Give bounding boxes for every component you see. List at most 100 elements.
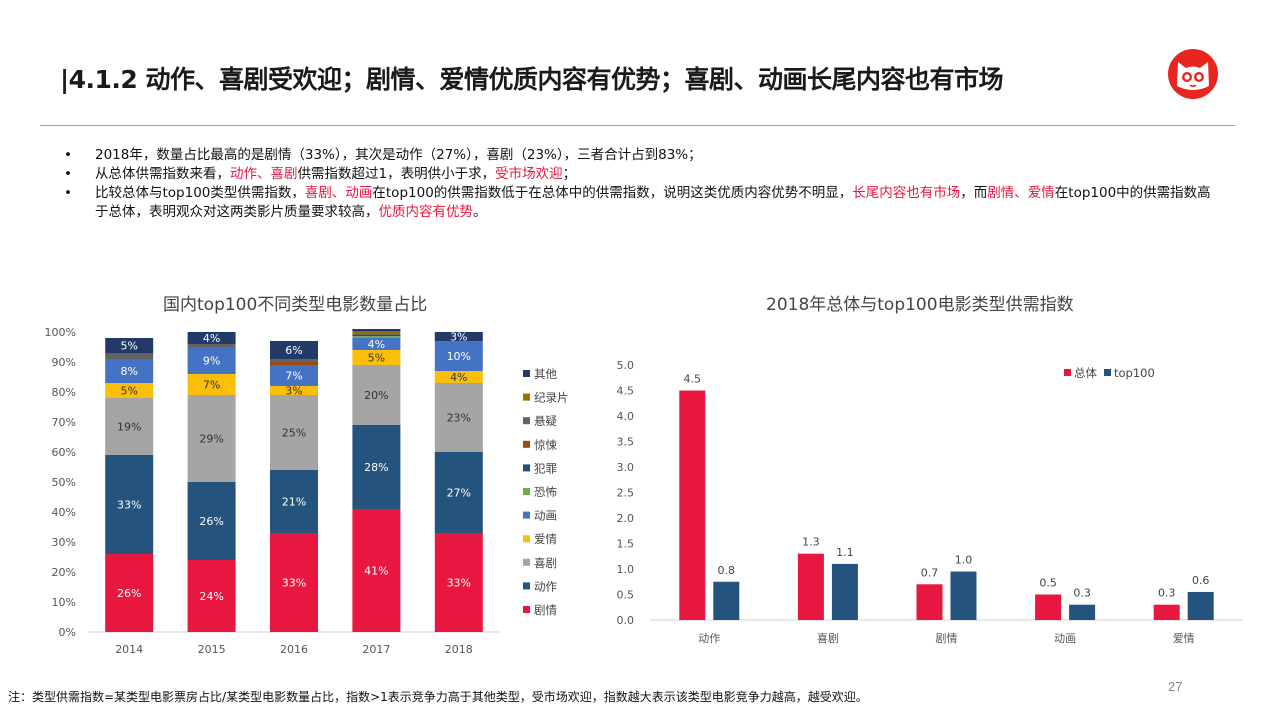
x-tick-label: 2016	[280, 643, 308, 656]
y-tick-label: 100%	[45, 326, 76, 339]
data-label: 23%	[447, 412, 471, 425]
data-label: 19%	[117, 421, 141, 434]
bar-segment	[434, 383, 483, 452]
data-label: 4%	[450, 371, 467, 384]
legend-swatch	[1064, 369, 1071, 376]
data-label: 29%	[199, 433, 223, 446]
y-tick-label: 50%	[52, 476, 76, 489]
data-label: 1.3	[802, 536, 820, 549]
legend-swatch	[523, 582, 530, 590]
legend-swatch	[523, 558, 530, 566]
bar-segment	[352, 425, 401, 509]
chart-title-right: 2018年总体与top100电影类型供需指数	[766, 295, 1074, 315]
bar-segment	[187, 332, 236, 344]
legend-label: 喜剧	[534, 556, 557, 570]
data-label: 0.3	[1158, 587, 1176, 600]
data-label: 9%	[203, 355, 220, 368]
bullet-item: 2018年，数量占比最高的是剧情（33%），其次是动作（27%），喜剧（23%）…	[64, 146, 1214, 165]
bar-segment	[434, 371, 483, 383]
legend-label: 悬疑	[534, 414, 557, 428]
data-label: 0.3	[1073, 587, 1091, 600]
bar	[916, 584, 943, 620]
grouped-bar-chart: 0.0 0.5 1.0 1.5 2.0 2.5 3.0 3.5 4.0 4.5 5.0 动作 4.5 0.…	[617, 359, 1243, 645]
data-label: 4%	[368, 338, 385, 351]
y-tick-label: 0.0	[617, 614, 635, 627]
x-tick-label: 2018	[445, 643, 473, 656]
data-label: 41%	[364, 565, 388, 578]
bar-segment	[352, 338, 401, 350]
bar	[1187, 591, 1214, 620]
bar-segment	[352, 331, 401, 335]
data-label: 24%	[199, 590, 223, 603]
legend-swatch	[523, 417, 530, 425]
y-tick-label: 90%	[52, 356, 76, 369]
legend-label: 动画	[534, 509, 557, 523]
data-label: 4%	[203, 332, 220, 345]
legend-label: 惊悚	[534, 438, 557, 452]
data-label: 7%	[203, 379, 220, 392]
bar-segment	[270, 359, 318, 362]
bar-segment	[187, 560, 236, 632]
legend-label: 犯罪	[534, 461, 557, 475]
data-label: 1.0	[955, 554, 973, 567]
x-tick-label: 爱情	[1173, 632, 1195, 645]
y-tick-label: 4.5	[617, 385, 635, 398]
bar	[713, 581, 740, 620]
x-tick-label: 2015	[198, 643, 226, 656]
bar-segment	[352, 509, 401, 632]
y-tick-label: 2.0	[617, 512, 635, 525]
legend-label: 爱情	[534, 532, 557, 546]
page-title: |4.1.2 动作、喜剧受欢迎；剧情、爱情优质内容有优势；喜剧、动画长尾内容也有…	[60, 65, 1004, 94]
data-label: 33%	[447, 577, 471, 590]
bar-segment	[352, 336, 401, 338]
data-label: 25%	[282, 427, 306, 440]
y-tick-label: 4.0	[617, 410, 635, 423]
bar	[1069, 604, 1096, 620]
bar-segment	[352, 365, 401, 425]
data-label: 4.5	[684, 373, 702, 386]
legend-swatch	[523, 606, 530, 613]
y-tick-label: 0%	[59, 626, 76, 639]
y-tick-label: 0.5	[617, 589, 635, 602]
data-label: 28%	[364, 461, 388, 474]
bar-segment	[105, 455, 154, 554]
bar-segment	[105, 554, 154, 632]
data-label: 27%	[447, 487, 471, 500]
data-label: 3%	[285, 385, 302, 398]
data-label: 21%	[282, 496, 306, 509]
page-number: 27	[1168, 679, 1183, 694]
bar-segment	[270, 362, 318, 365]
x-tick-label: 动画	[1054, 632, 1076, 645]
legend-swatch	[523, 370, 530, 377]
data-label: 26%	[117, 587, 141, 600]
y-tick-label: 70%	[52, 416, 76, 429]
legend-label: 剧情	[534, 603, 557, 617]
bar	[679, 390, 706, 620]
bullet-item: 从总体供需指数来看，动作、喜剧供需指数超过1，表明供小于求，受市场欢迎；	[64, 165, 1214, 184]
bar-segment	[352, 334, 401, 337]
data-label: 0.8	[718, 564, 736, 577]
bar-segment	[434, 332, 483, 341]
legend-label: 其他	[534, 367, 557, 381]
legend-swatch	[523, 488, 530, 495]
legend-swatch	[523, 511, 530, 519]
legend-swatch	[523, 535, 530, 543]
bar-segment	[270, 386, 318, 395]
data-label: 0.7	[921, 566, 939, 579]
bar	[1035, 594, 1062, 620]
legend-swatch	[523, 440, 530, 448]
x-tick-label: 动作	[698, 632, 720, 645]
x-tick-label: 喜剧	[817, 632, 839, 645]
stacked-bar-chart: 0% 10% 20% 30% 40% 50% 60% 70% 80% 90% 100% 2014 26%…	[45, 326, 569, 656]
bar-segment	[270, 395, 318, 470]
bar-segment	[270, 365, 318, 386]
data-label: 20%	[364, 389, 388, 402]
x-tick-label: 2017	[362, 643, 390, 656]
bar	[831, 563, 858, 620]
y-tick-label: 1.5	[617, 538, 635, 551]
data-label: 5%	[368, 352, 385, 365]
bar-segment	[434, 452, 483, 533]
data-label: 33%	[117, 499, 141, 512]
bar-segment	[352, 329, 401, 332]
y-tick-label: 40%	[52, 506, 76, 519]
